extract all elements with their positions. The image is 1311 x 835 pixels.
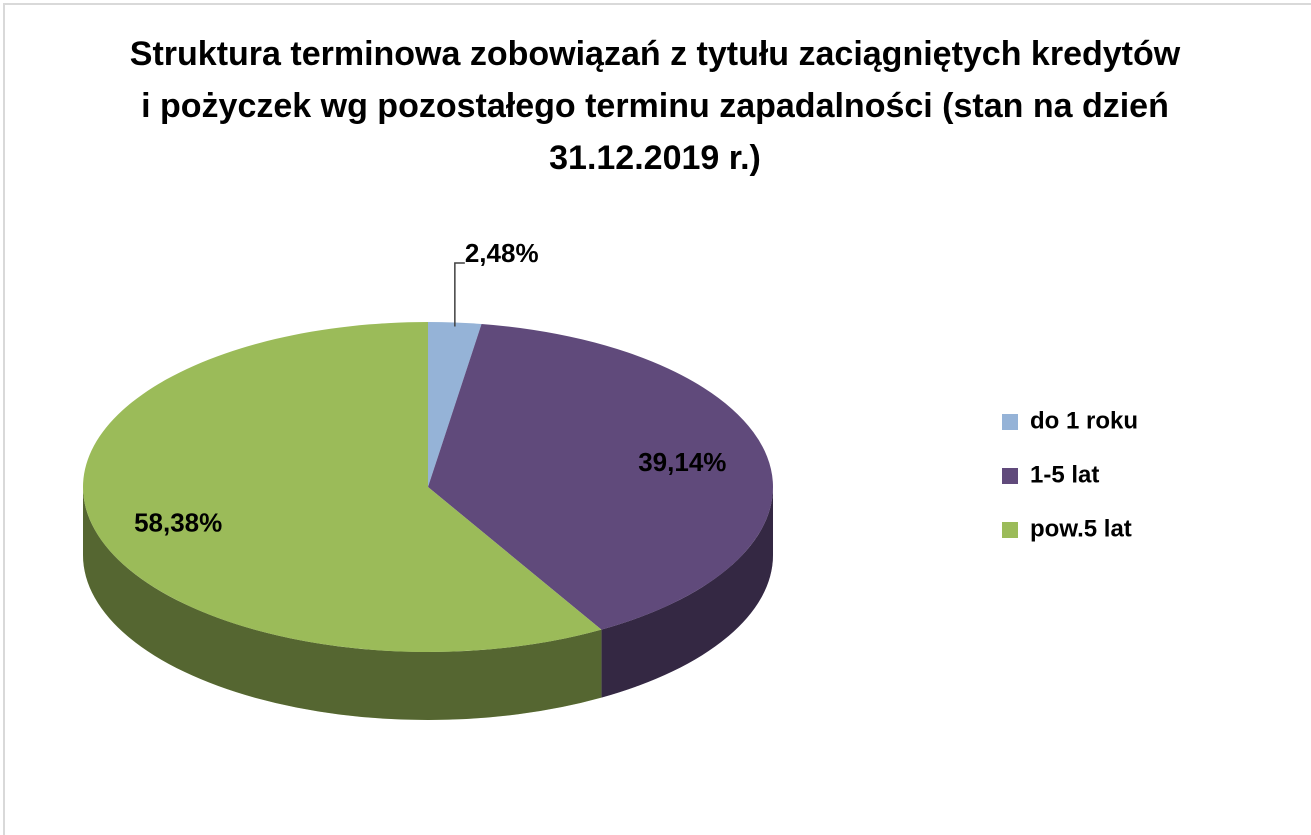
slice-side	[601, 487, 773, 698]
legend-label: pow.5 lat	[1030, 515, 1132, 542]
legend-label: do 1 roku	[1030, 407, 1138, 434]
data-label: 58,38%	[134, 507, 222, 537]
slice	[428, 323, 773, 630]
slice-side-shade	[83, 487, 602, 720]
legend-swatch	[1002, 522, 1018, 538]
leader-line	[454, 262, 465, 327]
data-label: 39,14%	[638, 447, 726, 477]
legend-label: 1-5 lat	[1030, 461, 1099, 488]
chart-title: Struktura terminowa zobowiązań z tytułu …	[129, 35, 1181, 177]
legend-swatch	[1002, 468, 1018, 484]
slice	[82, 322, 602, 653]
slice-side-shade	[601, 487, 773, 698]
chart-border	[3, 3, 1311, 835]
slice	[428, 322, 482, 487]
data-label: 2,48%	[465, 238, 539, 268]
slice-side	[83, 487, 602, 720]
legend-swatch	[1002, 414, 1018, 430]
